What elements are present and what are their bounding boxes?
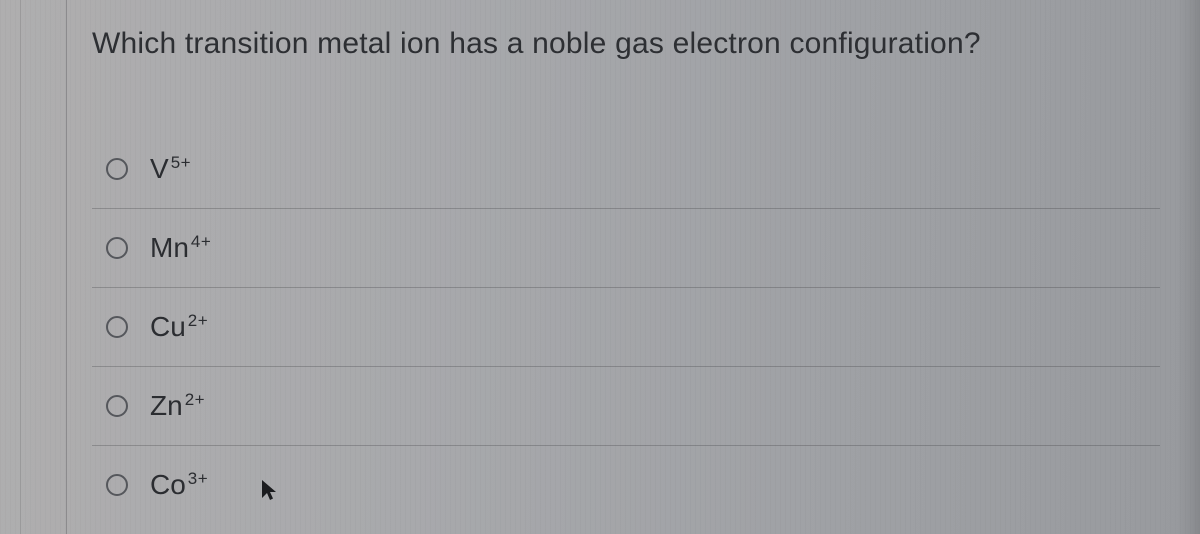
option-row[interactable]: Co 3+ [92, 446, 1160, 524]
quiz-card: Which transition metal ion has a noble g… [0, 0, 1200, 534]
option-element: V [150, 153, 169, 185]
option-element: Co [150, 469, 186, 501]
option-element: Cu [150, 311, 186, 343]
page-shadow-right [1176, 0, 1200, 534]
option-charge: 2+ [188, 311, 208, 331]
option-charge: 2+ [185, 390, 205, 410]
radio-icon[interactable] [106, 237, 128, 259]
radio-icon[interactable] [106, 474, 128, 496]
options-list: V 5+ Mn 4+ Cu 2+ Zn 2+ [92, 130, 1160, 524]
margin-line-outer [20, 0, 21, 534]
option-charge: 4+ [191, 232, 211, 252]
option-label: Zn 2+ [150, 390, 205, 422]
option-row[interactable]: Zn 2+ [92, 367, 1160, 446]
radio-icon[interactable] [106, 158, 128, 180]
option-element: Zn [150, 390, 183, 422]
radio-icon[interactable] [106, 395, 128, 417]
option-charge: 5+ [171, 153, 191, 173]
radio-icon[interactable] [106, 316, 128, 338]
margin-line [66, 0, 67, 534]
option-label: Co 3+ [150, 469, 208, 501]
option-row[interactable]: Mn 4+ [92, 209, 1160, 288]
option-label: Mn 4+ [150, 232, 211, 264]
option-row[interactable]: Cu 2+ [92, 288, 1160, 367]
option-label: V 5+ [150, 153, 191, 185]
option-charge: 3+ [188, 469, 208, 489]
option-label: Cu 2+ [150, 311, 208, 343]
option-row[interactable]: V 5+ [92, 130, 1160, 209]
question-text: Which transition metal ion has a noble g… [92, 24, 1170, 65]
option-element: Mn [150, 232, 189, 264]
